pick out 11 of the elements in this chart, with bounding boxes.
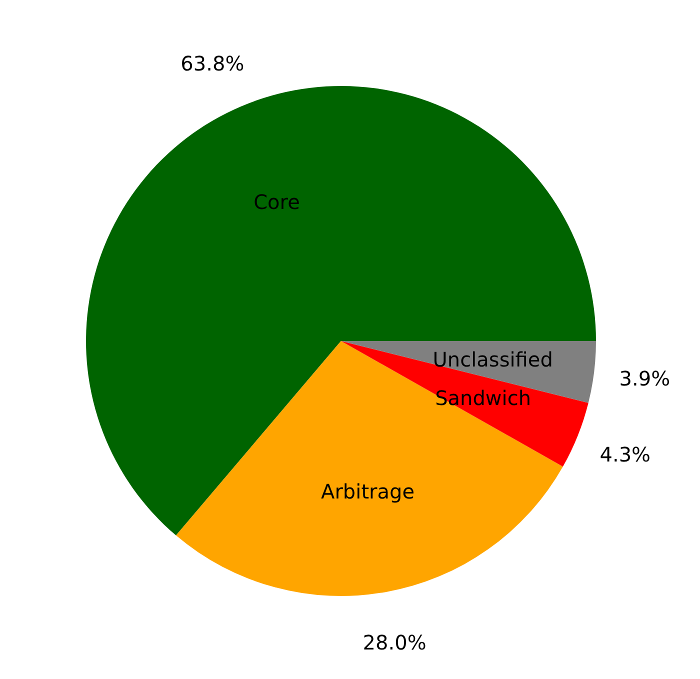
pie-slice — [176, 341, 563, 596]
data-label: 4.3% — [600, 442, 651, 467]
data-label: 3.9% — [619, 366, 670, 390]
slice-label: Sandwich — [435, 386, 532, 410]
slice-label: Unclassified — [432, 348, 553, 372]
pie-slice — [341, 341, 588, 467]
slice-label: Core — [254, 190, 300, 214]
data-label: 28.0% — [362, 630, 426, 654]
slice-label: Arbitrage — [321, 480, 415, 504]
pie-slice — [86, 86, 596, 536]
data-label: 63.8% — [180, 51, 244, 76]
